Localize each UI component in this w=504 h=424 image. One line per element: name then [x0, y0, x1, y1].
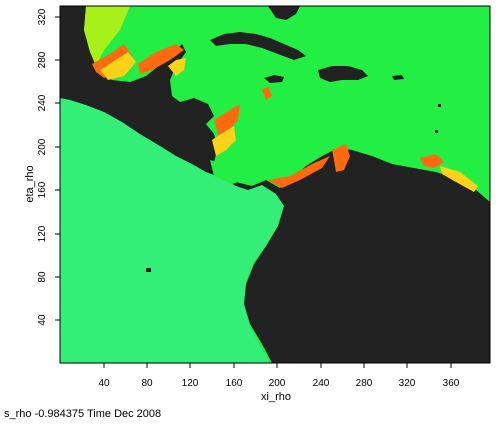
y-tick: 160 [37, 181, 60, 198]
y-tick: 200 [37, 138, 60, 155]
svg-text:200: 200 [37, 138, 48, 155]
land-islet-galapagos [146, 268, 151, 272]
svg-text:240: 240 [37, 94, 48, 111]
anomaly-yucatan [168, 58, 186, 76]
svg-text:120: 120 [182, 378, 199, 389]
x-tick: 320 [399, 363, 416, 389]
y-tick: 120 [37, 225, 60, 242]
x-tick: 360 [443, 363, 460, 389]
anomaly-honduras [212, 126, 236, 156]
svg-text:200: 200 [269, 378, 286, 389]
x-tick: 240 [313, 363, 330, 389]
land-islet-small [438, 104, 441, 107]
anomaly-colombia [332, 144, 350, 172]
anomaly-campeche [138, 44, 184, 74]
y-tick: 80 [37, 271, 60, 283]
x-tick: 280 [356, 363, 373, 389]
y-tick: 280 [37, 51, 60, 68]
x-axis-title: xi_rho [261, 391, 291, 403]
anomaly-panama [268, 156, 330, 188]
land-lesser-antilles [435, 130, 438, 133]
x-tick: 40 [98, 363, 110, 389]
svg-text:320: 320 [37, 8, 48, 25]
anomaly-isla [262, 86, 272, 100]
land-jamaica [264, 75, 284, 83]
anomaly-gulf-warm [100, 52, 136, 80]
svg-text:40: 40 [98, 378, 110, 389]
x-tick: 160 [226, 363, 243, 389]
pacific-field [60, 98, 284, 363]
y-tick: 320 [37, 8, 60, 25]
anomaly-pacific-gulf [210, 160, 250, 184]
y-tick: 40 [37, 314, 60, 326]
svg-text:240: 240 [313, 378, 330, 389]
svg-text:160: 160 [226, 378, 243, 389]
svg-text:80: 80 [37, 271, 48, 283]
coastal-anomalies [84, 6, 478, 192]
map-plot-area [60, 6, 490, 363]
land-hispaniola [318, 66, 368, 82]
anomaly-guianas [440, 166, 478, 192]
svg-text:160: 160 [37, 181, 48, 198]
plot-border [59, 5, 491, 364]
x-tick: 120 [182, 363, 199, 389]
anomaly-central-am-coast [214, 104, 240, 140]
svg-text:120: 120 [37, 225, 48, 242]
svg-text:280: 280 [37, 51, 48, 68]
y-tick: 240 [37, 94, 60, 111]
x-tick: 80 [141, 363, 153, 389]
svg-text:280: 280 [356, 378, 373, 389]
land-puerto-rico [392, 75, 404, 80]
svg-text:320: 320 [399, 378, 416, 389]
anomaly-gulf-coast [84, 6, 130, 66]
land-mainland [60, 6, 490, 363]
svg-text:40: 40 [37, 314, 48, 326]
anomaly-venezuela [420, 154, 444, 168]
x-tick: 200 [269, 363, 286, 389]
y-axis-title: eta_rho [24, 165, 36, 202]
land-cuba [210, 32, 306, 60]
land-florida [268, 6, 300, 20]
svg-text:360: 360 [443, 378, 460, 389]
y-axis: 40 80 120 160 200 240 280 320 [24, 8, 60, 326]
svg-text:80: 80 [141, 378, 153, 389]
x-axis: 40 80 120 160 200 240 280 320 [98, 363, 460, 403]
plot-caption: s_rho -0.984375 Time Dec 2008 [4, 408, 162, 420]
